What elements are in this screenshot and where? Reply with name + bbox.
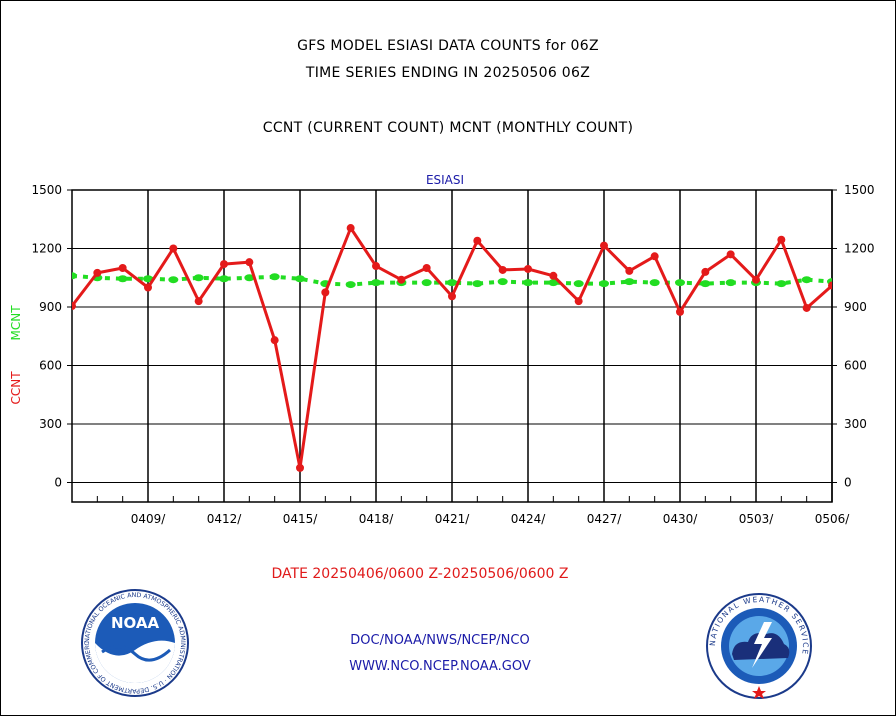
axes: 0 0 300 300 600 600 900 900 1200 1200 1500 1500 0409… (31, 183, 874, 526)
data-point-ccnt (676, 307, 684, 316)
title-line-2: TIME SERIES ENDING IN 20250506 06Z (305, 65, 591, 81)
data-point-mcnt (447, 279, 457, 287)
series (72, 224, 832, 472)
data-point-mcnt (371, 279, 381, 287)
data-point-ccnt (169, 244, 178, 253)
data-point-ccnt (372, 262, 380, 271)
data-point-ccnt (346, 224, 355, 233)
data-point-mcnt (244, 274, 255, 282)
x-tick-label: 0418/ (359, 512, 395, 526)
data-point-ccnt (574, 297, 583, 306)
chart-title: ESIASI (426, 173, 464, 187)
data-point-mcnt (523, 279, 533, 287)
y-tick-label-right: 300 (844, 417, 867, 431)
data-point-ccnt (600, 241, 608, 250)
nco-website-link[interactable]: WWW.NCO.NCEP.NOAA.GOV (349, 659, 531, 674)
data-point-mcnt (599, 280, 609, 288)
y-tick-label-right: 1200 (844, 242, 875, 256)
data-point-ccnt (524, 264, 532, 273)
data-point-mcnt (295, 275, 305, 283)
y-tick-label-left: 0 (54, 476, 62, 490)
x-tick-label: 0409/ (131, 512, 167, 526)
data-point-ccnt (726, 250, 735, 259)
data-point-mcnt (219, 275, 229, 283)
data-point-mcnt (117, 275, 128, 283)
data-point-ccnt (625, 266, 634, 275)
noaa-logo: NOAA NATIONAL OCEANIC AND ATMOSPHERIC AD… (80, 588, 189, 697)
data-point-ccnt (549, 271, 558, 280)
y-tick-label-left: 600 (39, 359, 62, 373)
data-point-ccnt (270, 336, 279, 345)
data-point-mcnt (801, 276, 812, 284)
data-point-ccnt (650, 252, 659, 261)
data-point-mcnt (421, 279, 432, 287)
x-tick-label: 0412/ (207, 512, 243, 526)
data-point-mcnt (168, 276, 179, 284)
data-point-ccnt (220, 260, 228, 269)
title-line-3: CCNT (CURRENT COUNT) MCNT (MONTHLY COUNT… (262, 120, 634, 136)
x-tick-label: 0430/ (663, 512, 699, 526)
nws-logo: NATIONAL WEATHER SERVICE (706, 593, 812, 699)
data-point-mcnt (345, 281, 356, 289)
y-tick-label-left: 1200 (31, 242, 62, 256)
data-point-ccnt (118, 264, 127, 272)
data-point-ccnt (498, 265, 507, 274)
data-point-ccnt (448, 292, 456, 301)
data-point-ccnt (397, 275, 406, 284)
title-line-1: GFS MODEL ESIASI DATA COUNTS for 06Z (297, 38, 599, 54)
data-point-ccnt (701, 267, 710, 276)
doc-link[interactable]: DOC/NOAA/NWS/NCEP/NCO (350, 633, 530, 648)
data-point-mcnt (624, 278, 635, 286)
y-tick-label-left: 900 (39, 300, 62, 314)
data-point-ccnt (93, 268, 102, 277)
data-point-mcnt (269, 273, 280, 281)
series-ccnt (72, 224, 832, 472)
data-point-mcnt (143, 275, 153, 283)
y-tick-label-right: 1500 (844, 183, 875, 197)
data-point-ccnt (777, 235, 786, 244)
data-point-mcnt (497, 278, 508, 286)
data-point-ccnt (194, 297, 203, 306)
data-point-ccnt (752, 275, 760, 284)
data-point-ccnt (321, 288, 330, 297)
data-point-mcnt (725, 279, 736, 287)
y-tick-label-left: 1500 (31, 183, 62, 197)
data-point-mcnt (573, 280, 584, 288)
y-tick-label-left: 300 (39, 417, 62, 431)
data-point-ccnt (296, 463, 304, 472)
date-range: DATE 20250406/0600 Z-20250506/0600 Z (271, 566, 569, 582)
data-point-mcnt (72, 272, 77, 280)
x-tick-label: 0427/ (587, 512, 623, 526)
x-tick-label: 0424/ (511, 512, 547, 526)
data-point-mcnt (472, 280, 483, 288)
data-point-ccnt (422, 264, 431, 272)
data-point-mcnt (193, 274, 204, 282)
x-tick-label: 0506/ (815, 512, 851, 526)
y-tick-label-right: 900 (844, 300, 867, 314)
data-point-ccnt (802, 303, 811, 312)
data-point-ccnt (473, 236, 482, 245)
data-point-mcnt (675, 279, 685, 287)
data-point-mcnt (776, 280, 787, 288)
grid (72, 190, 833, 502)
data-point-mcnt (649, 279, 660, 287)
data-point-ccnt (245, 258, 254, 267)
y-tick-label-right: 0 (844, 476, 852, 490)
x-tick-label: 0421/ (435, 512, 471, 526)
data-point-ccnt (72, 302, 76, 311)
y-axis-label-mcnt: MCNT (9, 305, 23, 341)
y-axis-label-ccnt: CCNT (9, 371, 23, 405)
data-point-mcnt (700, 280, 711, 288)
y-tick-label-right: 600 (844, 359, 867, 373)
data-point-ccnt (828, 281, 832, 290)
data-point-ccnt (144, 283, 152, 292)
x-tick-label: 0415/ (283, 512, 319, 526)
x-tick-label: 0503/ (739, 512, 775, 526)
noaa-logo-text: NOAA (111, 614, 160, 632)
data-point-mcnt (548, 279, 559, 287)
